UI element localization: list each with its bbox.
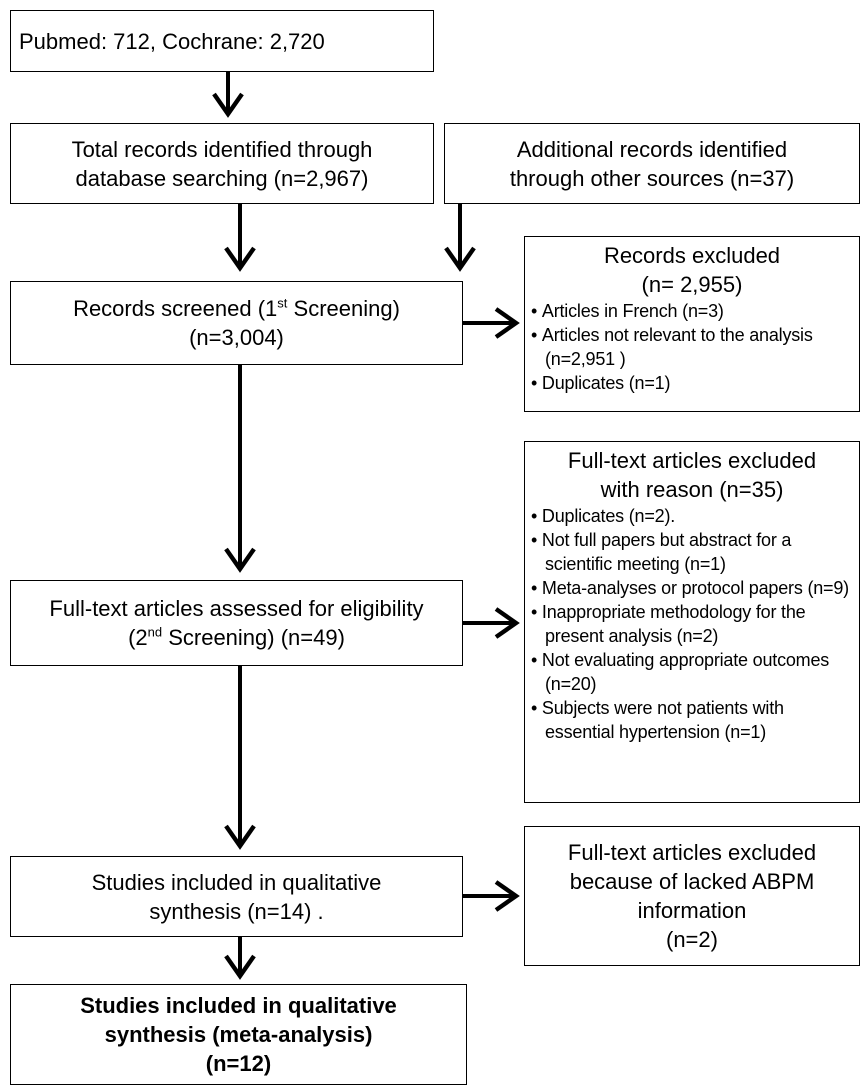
flow-box: Additional records identified through oth… bbox=[444, 123, 860, 204]
box-text: Pubmed: 712, Cochrane: 2,720 bbox=[19, 28, 325, 54]
box-text: Full-text articles excluded bbox=[567, 448, 817, 473]
box-text: information bbox=[637, 898, 747, 923]
flow-box: Full-text articles excluded because of la… bbox=[524, 826, 860, 966]
bullet-item: Inappropriate methodology for the presen… bbox=[531, 600, 853, 648]
box-text: Studies included in qualitative bbox=[80, 993, 397, 1018]
box-text: synthesis (meta-analysis) bbox=[104, 1022, 373, 1047]
bullet-item: Duplicates (n=1) bbox=[531, 371, 853, 395]
bullet-item: Meta-analyses or protocol papers (n=9) bbox=[531, 576, 853, 600]
text-part: Screening) (n=49) bbox=[162, 625, 345, 650]
box-text: (2nd Screening) (n=49) bbox=[19, 623, 454, 652]
flow-box: Total records identified through database… bbox=[10, 123, 434, 204]
flow-box: Full-text articles assessed for eligibil… bbox=[10, 580, 463, 666]
flow-box: Records excluded (n= 2,955)Articles in Fr… bbox=[524, 236, 860, 412]
box-text: (n=3,004) bbox=[189, 325, 284, 350]
box-text: because of lacked ABPM bbox=[569, 869, 815, 894]
bullet-item: Not full papers but abstract for a scien… bbox=[531, 528, 853, 576]
superscript: nd bbox=[147, 624, 163, 640]
box-text: synthesis (n=14) . bbox=[149, 898, 324, 924]
flow-box: Pubmed: 712, Cochrane: 2,720 bbox=[10, 10, 434, 72]
box-text: (n= 2,955) bbox=[641, 272, 743, 297]
bullet-item: Articles not relevant to the analysis (n… bbox=[531, 323, 853, 371]
flow-box: Studies included in qualitative synthesis… bbox=[10, 984, 467, 1085]
bullet-item: Subjects were not patients with essentia… bbox=[531, 696, 853, 744]
box-text: Full-text articles assessed for eligibil… bbox=[49, 596, 424, 621]
box-text: Total records identified through bbox=[71, 136, 373, 162]
box-text: Full-text articles excluded bbox=[567, 840, 817, 865]
flow-box: Studies included in qualitative synthesis… bbox=[10, 856, 463, 937]
text-part: (2 bbox=[128, 625, 148, 650]
box-text: (n=12) bbox=[205, 1051, 272, 1076]
superscript: st bbox=[277, 295, 288, 311]
box-text: database searching (n=2,967) bbox=[75, 165, 369, 191]
flow-box: Full-text articles excluded with reason (… bbox=[524, 441, 860, 803]
box-text: Additional records identified bbox=[516, 136, 788, 162]
text-part: Screening) bbox=[287, 296, 400, 321]
box-text: (n=2) bbox=[666, 927, 718, 952]
bullet-item: Duplicates (n=2). bbox=[531, 504, 853, 528]
box-text: with reason (n=35) bbox=[600, 477, 784, 502]
box-text: through other sources (n=37) bbox=[509, 165, 795, 191]
flow-box: Records screened (1st Screening) (n=3,004… bbox=[10, 281, 463, 365]
bullet-item: Not evaluating appropriate outcomes (n=2… bbox=[531, 648, 853, 696]
box-text: Studies included in qualitative bbox=[91, 869, 382, 895]
bullet-item: Articles in French (n=3) bbox=[531, 299, 853, 323]
box-text: Records screened (1st Screening) bbox=[19, 294, 454, 323]
box-text: Records excluded bbox=[603, 243, 781, 268]
text-part: Records screened (1 bbox=[73, 296, 278, 321]
